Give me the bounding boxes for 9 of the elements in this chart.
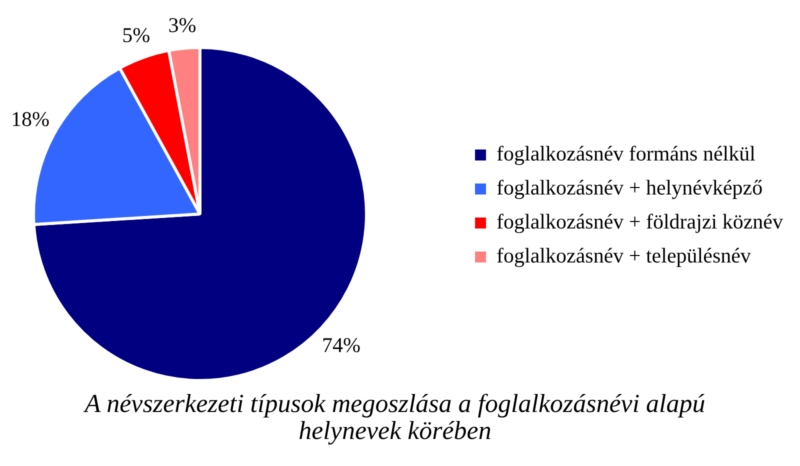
legend-label: foglalkozásnév + településnév	[496, 244, 752, 268]
text: A névszerkezeti típusok megoszlása a foglalkozásnévi alapú helynevek körében	[82, 389, 706, 445]
legend-label: foglalkozásnév + helynévképző	[496, 176, 763, 200]
data-label: 18%	[10, 107, 50, 132]
data-label: 74%	[322, 333, 360, 358]
legend-label: foglalkozásnév formáns nélkül	[496, 142, 756, 166]
legend-label: foglalkozásnév + földrajzi köznév	[496, 210, 784, 234]
data-label: 3%	[168, 12, 196, 37]
data-label: 5%	[122, 23, 150, 48]
